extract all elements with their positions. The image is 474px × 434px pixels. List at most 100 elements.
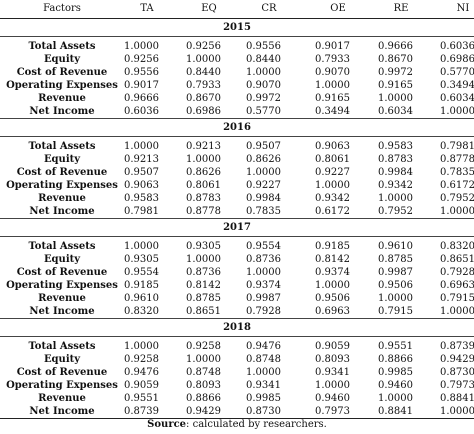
table-row: Total Assets 1.0000 0.9305 0.9554 0.9185 0.96…: [0, 240, 474, 253]
header-cell-oe: OE: [330, 3, 346, 14]
rule: [0, 236, 474, 237]
value-cell-oe: 0.9374: [315, 267, 350, 278]
rule: [0, 136, 474, 137]
value-cell-ta: 0.9017: [124, 80, 159, 91]
value-cell-cr: 0.9556: [246, 41, 281, 52]
value-cell-oe: 0.9227: [315, 167, 350, 178]
factor-label: Equity: [43, 354, 81, 365]
value-cell-oe: 0.8061: [315, 154, 350, 165]
value-cell-cr: 0.7835: [246, 206, 281, 217]
value-cell-eq: 0.8783: [186, 193, 221, 204]
value-cell-ta: 0.9256: [124, 54, 159, 65]
table-row: Operating Expenses 0.9063 0.8061 0.9227 1.00…: [0, 179, 474, 192]
value-cell-ni: 0.6036: [440, 41, 474, 52]
factor-label: Net Income: [29, 106, 95, 117]
value-cell-oe: 0.9341: [315, 367, 350, 378]
factor-label: Total Assets: [28, 241, 96, 252]
value-cell-cr: 0.9987: [246, 293, 281, 304]
value-cell-ni: 0.8651: [440, 254, 474, 265]
year-heading: 2017: [223, 222, 251, 233]
value-cell-re: 0.9551: [378, 341, 413, 352]
value-cell-oe: 0.9070: [315, 67, 350, 78]
value-cell-eq: 0.8785: [186, 293, 221, 304]
table-row: Operating Expenses 0.9059 0.8093 0.9341 1.00…: [0, 379, 474, 392]
value-cell-eq: 1.0000: [186, 354, 221, 365]
factor-label: Operating Expenses: [6, 380, 118, 391]
factor-label: Operating Expenses: [6, 180, 118, 191]
value-cell-oe: 0.9059: [315, 341, 350, 352]
table-row: Equity 0.9256 1.0000 0.8440 0.7933 0.8670 0.69…: [0, 53, 474, 66]
table-row: Total Assets 1.0000 0.9213 0.9507 0.9063 0.95…: [0, 140, 474, 153]
value-cell-ta: 0.9305: [124, 254, 159, 265]
value-cell-re: 0.9610: [378, 241, 413, 252]
value-cell-ni: 0.7928: [440, 267, 474, 278]
table-row: Revenue 0.9583 0.8783 0.9984 0.9342 1.0000 0.7…: [0, 192, 474, 205]
value-cell-ni: 0.7915: [440, 293, 474, 304]
value-cell-ni: 0.6172: [440, 180, 474, 191]
rule: [0, 318, 474, 319]
value-cell-ta: 1.0000: [124, 41, 159, 52]
factor-label: Total Assets: [28, 341, 96, 352]
value-cell-oe: 0.9017: [315, 41, 350, 52]
value-cell-oe: 0.6172: [315, 206, 350, 217]
value-cell-ta: 0.9551: [124, 393, 159, 404]
factor-label: Cost of Revenue: [16, 67, 108, 78]
value-cell-oe: 0.8142: [315, 254, 350, 265]
value-cell-ni: 1.0000: [440, 206, 474, 217]
value-cell-oe: 0.7933: [315, 54, 350, 65]
factor-label: Net Income: [29, 206, 95, 217]
value-cell-eq: 0.8670: [186, 93, 221, 104]
value-cell-cr: 1.0000: [246, 67, 281, 78]
value-cell-oe: 0.9165: [315, 93, 350, 104]
value-cell-eq: 0.9429: [186, 406, 221, 417]
rule: [0, 336, 474, 337]
year-heading: 2016: [223, 122, 251, 133]
value-cell-cr: 0.8748: [246, 354, 281, 365]
year-heading: 2015: [223, 22, 251, 33]
value-cell-cr: 0.9985: [246, 393, 281, 404]
value-cell-cr: 0.9227: [246, 180, 281, 191]
factor-label: Revenue: [38, 93, 86, 104]
value-cell-oe: 0.9185: [315, 241, 350, 252]
value-cell-cr: 0.5770: [246, 106, 281, 117]
value-cell-cr: 1.0000: [246, 267, 281, 278]
factor-label: Revenue: [38, 393, 86, 404]
value-cell-eq: 0.9256: [186, 41, 221, 52]
table-row: Revenue 0.9666 0.8670 0.9972 0.9165 1.0000 0.6…: [0, 92, 474, 105]
value-cell-re: 0.8785: [378, 254, 413, 265]
value-cell-ni: 0.8841: [440, 393, 474, 404]
value-cell-oe: 0.9506: [315, 293, 350, 304]
factor-label: Total Assets: [28, 41, 96, 52]
value-cell-ni: 0.7981: [440, 141, 474, 152]
year-heading: 2018: [223, 322, 251, 333]
value-cell-cr: 0.7928: [246, 306, 281, 317]
header-row: Factors TA EQ CR OE RE NI: [0, 0, 474, 18]
value-cell-re: 0.9666: [378, 41, 413, 52]
value-cell-eq: 0.8626: [186, 167, 221, 178]
factor-label: Equity: [43, 54, 81, 65]
factor-label: Net Income: [29, 306, 95, 317]
table-row: Total Assets 1.0000 0.9258 0.9476 0.9059 0.95…: [0, 340, 474, 353]
value-cell-ni: 0.6034: [440, 93, 474, 104]
value-cell-oe: 0.3494: [315, 106, 350, 117]
table-row: Cost of Revenue 0.9507 0.8626 1.0000 0.9227 0…: [0, 166, 474, 179]
value-cell-ta: 0.9554: [124, 267, 159, 278]
value-cell-ta: 0.9213: [124, 154, 159, 165]
value-cell-ni: 0.8730: [440, 367, 474, 378]
value-cell-re: 1.0000: [378, 93, 413, 104]
value-cell-ta: 1.0000: [124, 241, 159, 252]
value-cell-re: 0.9460: [378, 380, 413, 391]
value-cell-ni: 1.0000: [440, 106, 474, 117]
value-cell-re: 1.0000: [378, 393, 413, 404]
value-cell-re: 0.8841: [378, 406, 413, 417]
value-cell-re: 0.9987: [378, 267, 413, 278]
factor-label: Cost of Revenue: [16, 367, 108, 378]
value-cell-re: 0.9972: [378, 67, 413, 78]
rule: [0, 118, 474, 119]
value-cell-eq: 0.8866: [186, 393, 221, 404]
value-cell-cr: 0.9341: [246, 380, 281, 391]
value-cell-ni: 0.9429: [440, 354, 474, 365]
value-cell-ni: 0.8320: [440, 241, 474, 252]
value-cell-oe: 1.0000: [315, 280, 350, 291]
table-row: Net Income 0.8739 0.9429 0.8730 0.7973 0.8841…: [0, 405, 474, 418]
